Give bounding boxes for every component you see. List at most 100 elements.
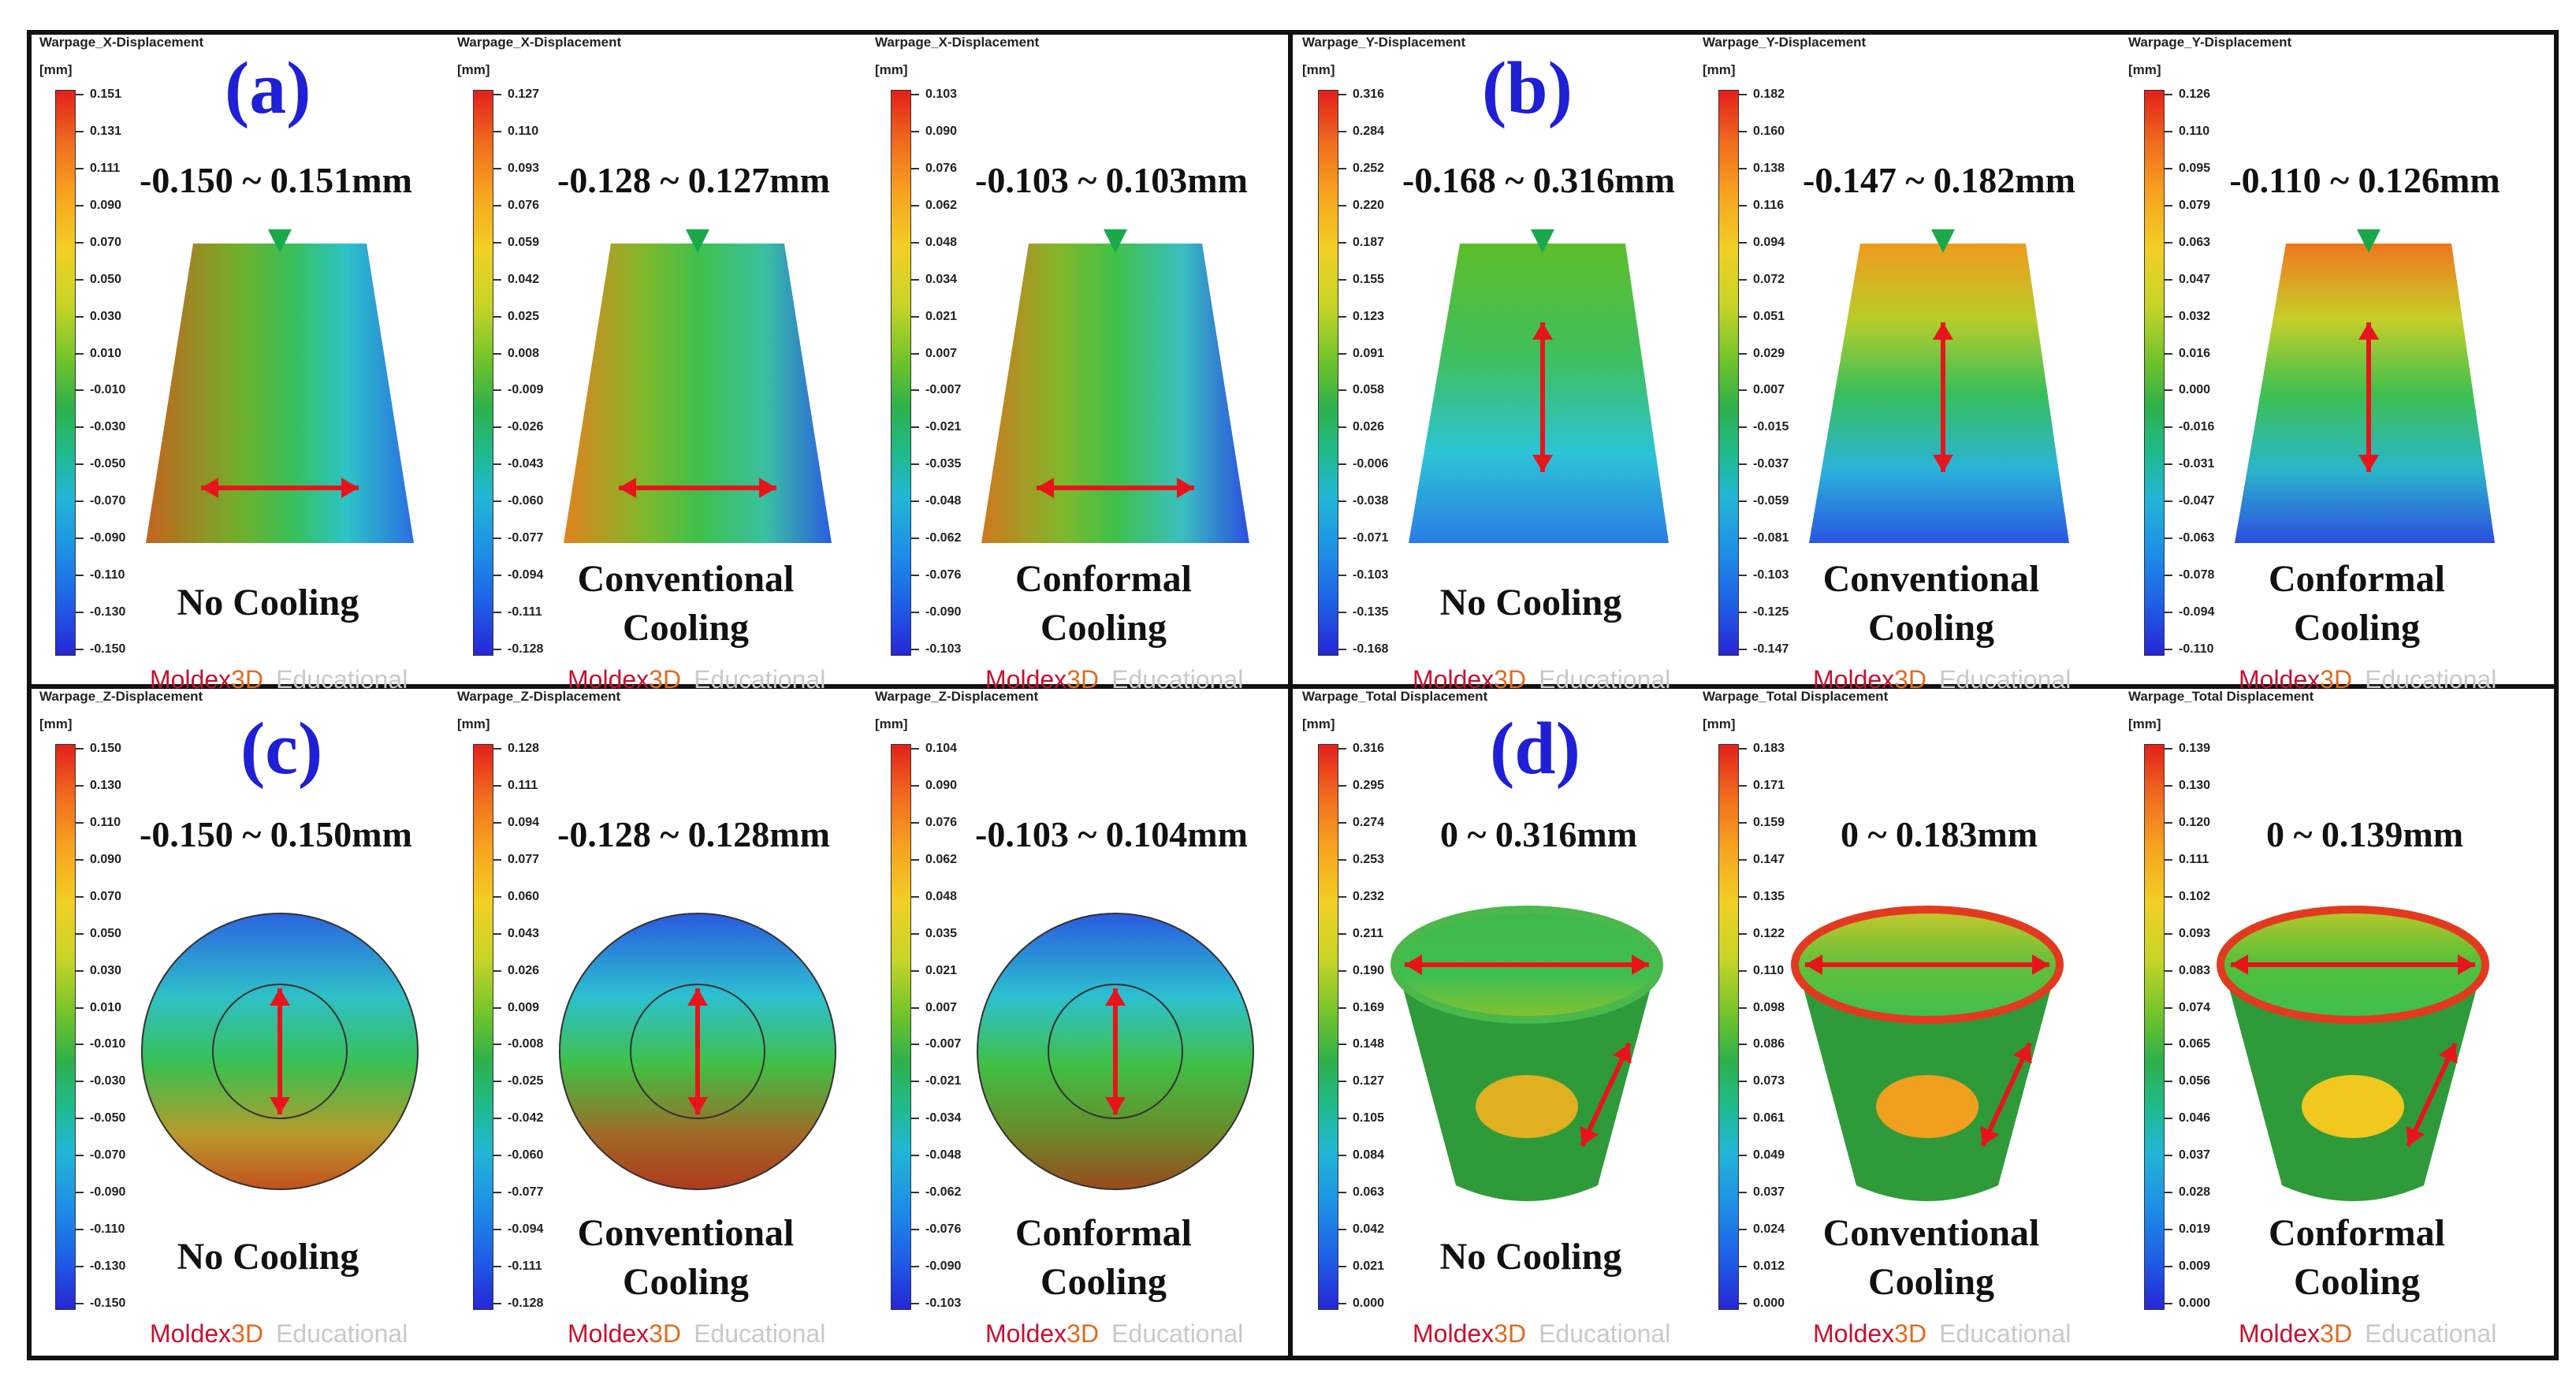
tick-label: 0.083 — [2179, 963, 2211, 977]
tick-mark — [1739, 1155, 1747, 1157]
gate-marker — [686, 229, 709, 253]
tick-label: 0.111 — [508, 778, 538, 792]
tick-label: 0.076 — [925, 161, 958, 175]
moldex3d-watermark: Moldex3D Educational — [150, 665, 408, 694]
moldex3d-watermark: Moldex3D Educational — [1413, 665, 1670, 694]
tick-mark — [1739, 1044, 1747, 1046]
tick-label: -0.048 — [925, 494, 962, 508]
tick-label: 0.122 — [1753, 926, 1785, 940]
condition-label-line1: Conventional — [1822, 1212, 2040, 1254]
tick-label: -0.111 — [508, 605, 542, 619]
tick-mark — [911, 426, 919, 429]
tick-label: 0.070 — [90, 889, 122, 903]
tick-label: 0.060 — [508, 889, 540, 903]
tick-label: -0.021 — [925, 420, 962, 434]
tick-label: -0.037 — [1753, 457, 1789, 471]
color-legend-bar — [2144, 90, 2165, 656]
tick-mark — [2165, 649, 2172, 650]
condition-label-line1: Conformal — [2269, 558, 2445, 600]
tick-label: 0.042 — [1353, 1222, 1385, 1237]
tick-mark — [1739, 463, 1747, 466]
unit-label: [mm] — [1703, 62, 1736, 77]
warpage-model-view — [559, 913, 836, 1190]
tick-label: -0.090 — [90, 1185, 126, 1200]
tick-label: -0.021 — [925, 1074, 962, 1088]
tick-label: 0.127 — [1353, 1074, 1385, 1088]
condition-label: No Cooling — [110, 1233, 426, 1282]
panel-title: Warpage_Z-Displacement — [457, 689, 621, 704]
tick-mark — [2165, 130, 2172, 132]
brand-suffix: 3D — [1894, 1319, 1927, 1348]
unit-label: [mm] — [457, 62, 490, 77]
tick-mark — [76, 500, 84, 503]
tick-label: 0.155 — [1353, 272, 1385, 286]
tick-label: 0.220 — [1353, 198, 1385, 212]
color-legend-bar — [891, 744, 911, 1310]
tick-label: 0.043 — [508, 926, 540, 940]
tick-mark — [493, 649, 501, 650]
tick-label: 0.252 — [1353, 161, 1385, 175]
tick-label: 0.070 — [90, 235, 122, 249]
tick-label: 0.159 — [1753, 815, 1785, 829]
tick-label: 0.063 — [1353, 1185, 1385, 1200]
tick-label: -0.110 — [90, 568, 125, 582]
color-legend-bar — [1718, 744, 1739, 1310]
tick-label: 0.074 — [2179, 1000, 2211, 1014]
displacement-arrow — [1933, 322, 1953, 472]
tick-label: -0.025 — [508, 1074, 544, 1088]
tick-mark — [911, 895, 919, 898]
tick-mark — [493, 538, 501, 540]
tick-mark — [1739, 858, 1747, 861]
tick-mark — [76, 748, 84, 750]
tick-mark — [493, 389, 501, 392]
moldex3d-watermark: Moldex3D Educational — [985, 1319, 1243, 1349]
tick-mark — [911, 538, 919, 540]
tick-label: 0.295 — [1353, 778, 1385, 792]
condition-label: Conformal Cooling — [946, 1209, 1261, 1307]
color-legend-bar — [1318, 90, 1338, 656]
warpage-model-view — [981, 229, 1249, 543]
result-panel: Warpage_Z-Displacement [mm] -0.128 ~ 0.128… — [457, 689, 864, 1348]
brand-suffix: 3D — [1894, 665, 1927, 694]
tick-label: 0.098 — [1753, 1000, 1785, 1014]
tick-label: 0.035 — [925, 926, 958, 940]
tick-mark — [2165, 1192, 2172, 1194]
tick-label: -0.103 — [1353, 568, 1389, 582]
moldex3d-watermark: Moldex3D Educational — [1813, 665, 2071, 694]
tick-label: 0.061 — [1753, 1111, 1785, 1125]
tick-mark — [76, 1006, 84, 1009]
brand-edition: Educational — [1539, 1319, 1671, 1348]
tick-mark — [1739, 278, 1747, 281]
tick-mark — [1338, 969, 1346, 972]
tick-mark — [911, 1044, 919, 1046]
tick-mark — [911, 612, 919, 614]
brand-suffix: 3D — [2320, 1319, 2353, 1348]
tick-mark — [1739, 1118, 1747, 1120]
moldex3d-watermark: Moldex3D Educational — [150, 1319, 408, 1349]
brand-name: Moldex — [1813, 1319, 1895, 1348]
tick-label: 0.076 — [925, 815, 958, 829]
tick-mark — [1338, 612, 1346, 614]
color-legend-bar — [55, 90, 76, 656]
tick-mark — [1338, 204, 1346, 206]
tick-label: -0.048 — [925, 1148, 962, 1163]
tick-label: 0.047 — [2179, 272, 2211, 286]
moldex3d-watermark: Moldex3D Educational — [2239, 1319, 2496, 1349]
tick-label: -0.090 — [925, 605, 962, 619]
tick-label: 0.160 — [1753, 124, 1785, 138]
result-panel: Warpage_Total Displacement [mm] 0 ~ 0.316m… — [1302, 689, 1709, 1348]
tick-mark — [1739, 426, 1747, 429]
tick-mark — [2165, 1229, 2172, 1231]
brand-name: Moldex — [2239, 1319, 2321, 1348]
tick-mark — [1739, 94, 1747, 95]
brand-edition: Educational — [1939, 665, 2072, 694]
tick-label: -0.034 — [925, 1111, 962, 1125]
tick-mark — [493, 932, 501, 935]
quadrant-letter-b: (b) — [1482, 47, 1573, 129]
panel-title: Warpage_Y-Displacement — [1302, 35, 1466, 50]
brand-name: Moldex — [2239, 665, 2321, 694]
tick-label: 0.110 — [508, 124, 539, 138]
tick-mark — [911, 1192, 919, 1194]
tick-label: -0.047 — [2179, 494, 2215, 508]
tick-mark — [911, 1155, 919, 1157]
